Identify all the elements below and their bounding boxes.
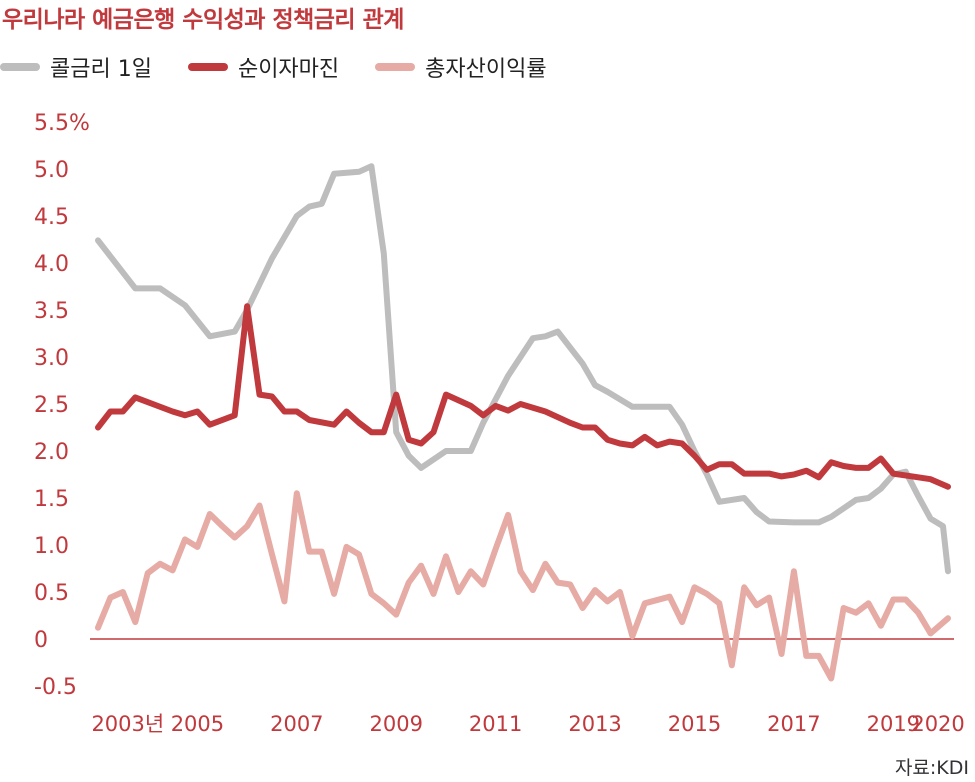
y-tick-label: 1.0 — [34, 534, 69, 559]
y-tick-label: 3.5 — [34, 299, 69, 324]
x-tick-label: 2019 — [867, 712, 920, 736]
legend-swatch-call-rate — [0, 63, 40, 71]
y-axis-ticks: 5.5% 5.0 4.5 4.0 3.5 3.0 2.5 2.0 1.5 1.0 0.5 0 -0.5 — [34, 111, 90, 700]
y-tick-label: 3.0 — [34, 346, 69, 371]
y-tick-label: 2.5 — [34, 393, 69, 418]
y-tick-label: 4.5 — [34, 205, 69, 230]
x-tick-label: 2005 — [171, 712, 224, 736]
x-tick-label: 2003년 — [91, 712, 164, 736]
y-tick-label: 5.5% — [34, 111, 90, 136]
legend: 콜금리 1일 순이자마진 총자산이익률 — [0, 50, 583, 84]
x-tick-label: 2007 — [270, 712, 323, 736]
y-tick-label: 0.5 — [34, 581, 69, 606]
legend-label-roa: 총자산이익률 — [425, 57, 547, 82]
x-tick-label: 2015 — [668, 712, 721, 736]
series-line-0 — [95, 163, 951, 575]
y-tick-label: 0 — [34, 628, 48, 653]
legend-label-nim: 순이자마진 — [237, 57, 340, 82]
chart-title: 우리나라 예금은행 수익성과 정책금리 관계 — [2, 7, 404, 33]
y-tick-label: -0.5 — [34, 675, 77, 700]
legend-item-call-rate: 콜금리 1일 — [0, 51, 152, 83]
x-tick-label: 2011 — [469, 712, 522, 736]
y-tick-label: 4.0 — [34, 252, 69, 277]
legend-label-call-rate: 콜금리 1일 — [50, 57, 152, 82]
x-tick-label: 2017 — [767, 712, 820, 736]
legend-swatch-nim — [187, 63, 228, 71]
x-tick-label: 2020 — [911, 712, 964, 736]
series-line-2 — [95, 490, 951, 682]
x-tick-label: 2013 — [568, 712, 621, 736]
legend-item-roa: 총자산이익률 — [375, 51, 547, 83]
x-tick-label: 2009 — [370, 712, 423, 736]
y-tick-label: 5.0 — [34, 158, 69, 183]
x-axis-ticks: 2003년 2005 2007 2009 2011 2013 2015 2017 2019202… — [91, 712, 964, 736]
series-layer — [95, 163, 951, 682]
legend-swatch-roa — [375, 63, 416, 71]
series-line-1 — [95, 303, 951, 490]
y-tick-label: 1.5 — [34, 487, 69, 512]
legend-item-nim: 순이자마진 — [187, 51, 340, 83]
source-note: 자료:KDI — [894, 757, 969, 779]
y-tick-label: 2.0 — [34, 440, 69, 465]
